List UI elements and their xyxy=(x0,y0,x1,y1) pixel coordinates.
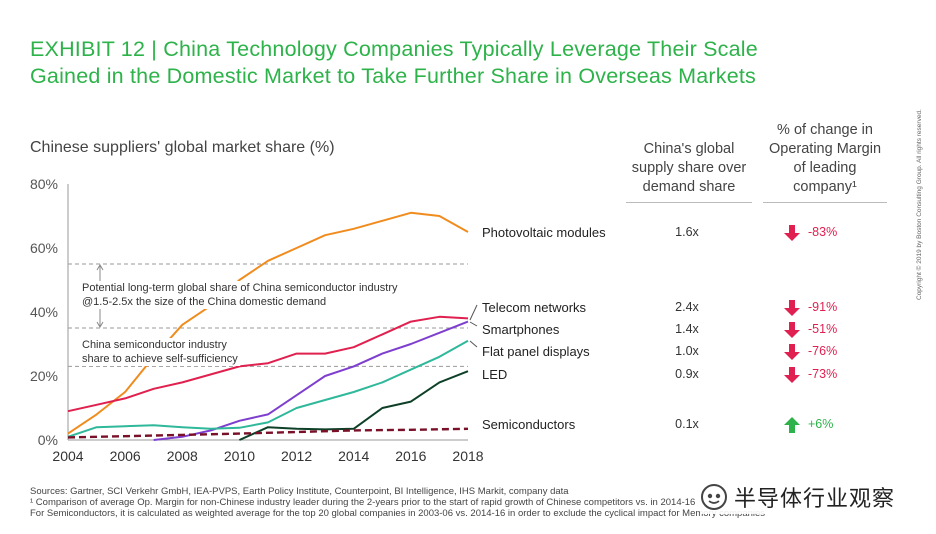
supply-demand-ratio: 2.4x xyxy=(675,300,699,314)
footnotes: Sources: Gartner, SCI Verkehr GmbH, IEA-… xyxy=(30,486,790,519)
supply-demand-ratio: 1.4x xyxy=(675,322,699,336)
x-tick-label: 2014 xyxy=(338,448,369,464)
operating-margin-change: +6% xyxy=(808,417,834,431)
chart-subtitle: Chinese suppliers' global market share (… xyxy=(30,139,335,156)
wechat-icon xyxy=(701,484,727,510)
bracket-arrow-up xyxy=(96,264,104,271)
series-line-led xyxy=(238,370,469,441)
margin-header-line: company¹ xyxy=(793,179,857,195)
margin-column-header: % of change in Operating Margin of leadi… xyxy=(763,121,887,203)
supply-demand-ratio: 0.9x xyxy=(675,367,699,381)
operating-margin-change: -73% xyxy=(808,367,838,381)
down-arrow-icon xyxy=(784,300,800,316)
annotation-self-sufficiency-line: share to achieve self-sufficiency xyxy=(82,353,238,365)
exhibit-title: EXHIBIT 12 | China Technology Companies … xyxy=(30,36,890,90)
y-tick-label: 20% xyxy=(30,368,58,384)
operating-margin-change: -51% xyxy=(808,322,838,336)
x-tick-label: 2018 xyxy=(452,448,483,464)
x-tick-label: 2004 xyxy=(52,448,83,464)
series-label: Flat panel displays xyxy=(482,344,590,359)
series-label-leader xyxy=(469,340,478,348)
footnote-1: ¹ Comparison of average Op. Margin for n… xyxy=(30,497,696,508)
y-tick-label: 60% xyxy=(30,240,58,256)
margin-header-line: of leading xyxy=(793,160,857,176)
operating-margin-change: -76% xyxy=(808,344,838,358)
x-tick-label: 2006 xyxy=(110,448,141,464)
series-line-flat-panel-displays xyxy=(67,339,469,438)
y-tick-label: 40% xyxy=(30,304,58,320)
operating-margin-change: -83% xyxy=(808,225,838,239)
margin-header-line: % of change in xyxy=(777,122,873,138)
margin-header-line: Operating Margin xyxy=(768,141,882,157)
title-line-1: EXHIBIT 12 | China Technology Companies … xyxy=(30,37,758,61)
bracket-arrow-down xyxy=(96,321,104,328)
annotation-long-term-share-backing xyxy=(80,281,400,309)
y-tick-label: 0% xyxy=(38,432,58,448)
annotation-self-sufficiency-backing xyxy=(80,338,241,366)
column-divider xyxy=(763,202,887,203)
x-tick-label: 2016 xyxy=(395,448,426,464)
footnote-sources: Sources: Gartner, SCI Verkehr GmbH, IEA-… xyxy=(30,486,569,497)
series-line-smartphones xyxy=(153,320,469,441)
ratio-column-header: China's global supply share over demand … xyxy=(626,140,752,203)
supply-demand-ratio: 1.0x xyxy=(675,344,699,358)
up-arrow-icon xyxy=(784,417,800,433)
series-line-semiconductors xyxy=(67,427,469,439)
x-tick-label: 2008 xyxy=(167,448,198,464)
series-label-leader xyxy=(469,321,478,327)
down-arrow-icon xyxy=(784,225,800,241)
series-line-photovoltaic-modules xyxy=(67,211,469,435)
series-label: LED xyxy=(482,367,507,382)
series-label: Smartphones xyxy=(482,322,560,337)
series-line-telecom-networks xyxy=(67,315,469,413)
x-tick-label: 2012 xyxy=(281,448,312,464)
title-line-2: Gained in the Domestic Market to Take Fu… xyxy=(30,64,756,88)
annotation-self-sufficiency: China semiconductor industry share to ach… xyxy=(80,338,241,366)
column-divider xyxy=(626,202,752,203)
annotation-long-term-share-line: Potential long-term global share of Chin… xyxy=(82,282,398,294)
supply-demand-ratio: 1.6x xyxy=(675,225,699,239)
annotation-self-sufficiency-line: China semiconductor industry xyxy=(82,339,227,351)
series-label: Semiconductors xyxy=(482,417,576,432)
series-label: Photovoltaic modules xyxy=(482,225,606,240)
copyright-text: Copyright © 2019 by Boston Consulting Gr… xyxy=(916,109,923,300)
y-tick-label: 80% xyxy=(30,176,58,192)
ratio-header-line: demand share xyxy=(642,179,736,195)
watermark-text: 半导体行业观察 xyxy=(734,487,896,512)
series-label-leader xyxy=(469,304,478,321)
down-arrow-icon xyxy=(784,367,800,383)
ratio-header-line: China's global xyxy=(643,141,735,157)
down-arrow-icon xyxy=(784,344,800,360)
x-tick-label: 2010 xyxy=(224,448,255,464)
ratio-header-line: supply share over xyxy=(631,160,747,176)
annotation-long-term-share-line: @1.5-2.5x the size of the China domestic… xyxy=(82,296,326,308)
annotation-long-term-share: Potential long-term global share of Chin… xyxy=(80,281,400,309)
footnote-2: For Semiconductors, it is calculated as … xyxy=(30,508,766,519)
wechat-watermark: 半导体行业观察 xyxy=(700,480,930,514)
operating-margin-change: -91% xyxy=(808,300,838,314)
series-label: Telecom networks xyxy=(482,300,587,315)
down-arrow-icon xyxy=(784,322,800,338)
supply-demand-ratio: 0.1x xyxy=(675,417,699,431)
